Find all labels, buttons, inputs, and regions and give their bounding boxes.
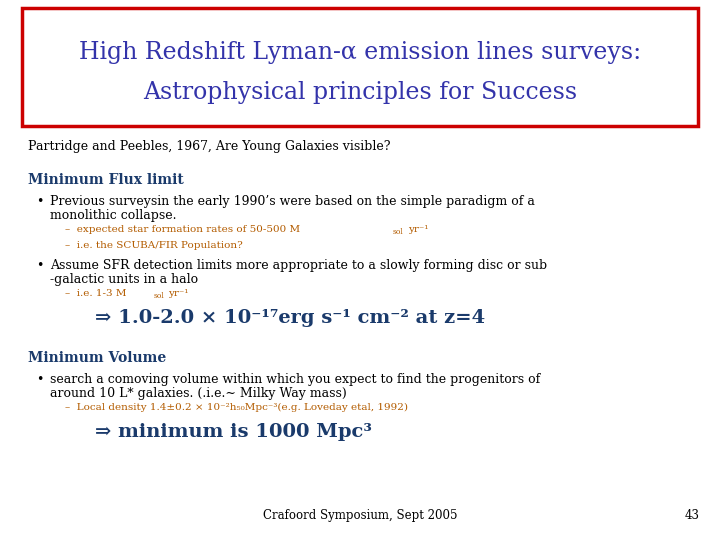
Text: Astrophysical principles for Success: Astrophysical principles for Success (143, 80, 577, 104)
Text: sol: sol (154, 292, 165, 300)
Text: Minimum Flux limit: Minimum Flux limit (28, 173, 184, 187)
Text: –  i.e. 1-3 M: – i.e. 1-3 M (65, 289, 127, 298)
Text: Minimum Volume: Minimum Volume (28, 351, 166, 365)
Text: High Redshift Lyman-α emission lines surveys:: High Redshift Lyman-α emission lines sur… (79, 40, 641, 64)
Text: Assume SFR detection limits more appropriate to a slowly forming disc or sub: Assume SFR detection limits more appropr… (50, 259, 547, 272)
Text: ⇒ 1.0-2.0 × 10⁻¹⁷erg s⁻¹ cm⁻² at z=4: ⇒ 1.0-2.0 × 10⁻¹⁷erg s⁻¹ cm⁻² at z=4 (95, 309, 485, 327)
Text: -galactic units in a halo: -galactic units in a halo (50, 273, 198, 286)
Text: Previous surveysin the early 1990’s were based on the simple paradigm of a: Previous surveysin the early 1990’s were… (50, 195, 535, 208)
Text: –  i.e. the SCUBA/FIR Population?: – i.e. the SCUBA/FIR Population? (65, 241, 243, 250)
Text: search a comoving volume within which you expect to find the progenitors of: search a comoving volume within which yo… (50, 373, 540, 386)
Text: around 10 L* galaxies. (.i.e.∼ Milky Way mass): around 10 L* galaxies. (.i.e.∼ Milky Way… (50, 387, 347, 400)
Text: Partridge and Peebles, 1967, Are Young Galaxies visible?: Partridge and Peebles, 1967, Are Young G… (28, 140, 390, 153)
Text: •: • (36, 195, 43, 208)
Text: Crafoord Symposium, Sept 2005: Crafoord Symposium, Sept 2005 (263, 509, 457, 522)
Text: •: • (36, 259, 43, 272)
Text: yr⁻¹: yr⁻¹ (408, 225, 428, 234)
Text: 43: 43 (685, 509, 700, 522)
Bar (22, 8, 698, 126)
Text: sol: sol (393, 228, 404, 236)
Text: –  expected star formation rates of 50-500 M: – expected star formation rates of 50-50… (65, 225, 300, 234)
Text: yr⁻¹: yr⁻¹ (168, 289, 189, 298)
Text: ⇒ minimum is 1000 Mpc³: ⇒ minimum is 1000 Mpc³ (95, 423, 372, 441)
Text: monolithic collapse.: monolithic collapse. (50, 209, 176, 222)
Text: –  Local density 1.4±0.2 × 10⁻²h₅₀Mpc⁻³(e.g. Loveday etal, 1992): – Local density 1.4±0.2 × 10⁻²h₅₀Mpc⁻³(e… (65, 403, 408, 412)
Text: •: • (36, 373, 43, 386)
